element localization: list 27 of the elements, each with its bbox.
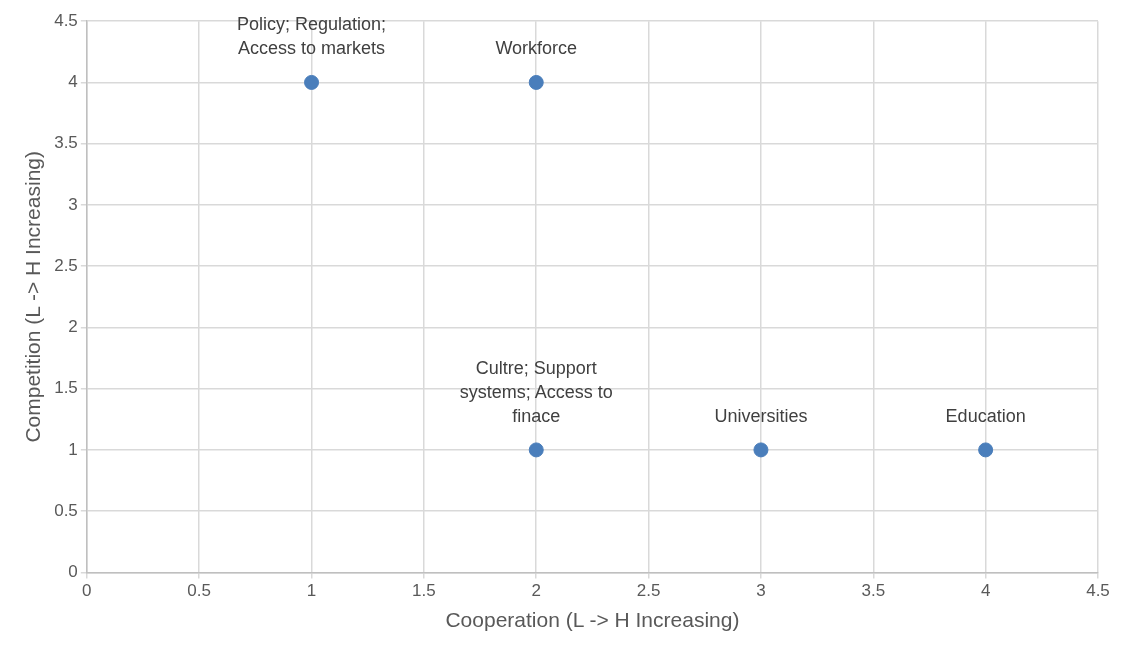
x-tick-label: 2.5: [636, 581, 661, 601]
annotation: Workforce: [495, 38, 578, 59]
x-tick-label: 0: [82, 581, 92, 601]
y-tick-label: 3.5: [54, 133, 78, 153]
annotation: Cultre; Support systems; Access to finace: [459, 357, 613, 426]
x-tick-label: 3: [756, 581, 766, 601]
y-tick-label: 4: [68, 72, 78, 92]
y-tick-label: 2: [68, 317, 78, 337]
x-tick-label: 1.5: [412, 581, 436, 601]
x-tick-label: 3.5: [861, 581, 886, 601]
y-tick-label: 2.5: [54, 255, 78, 275]
x-tick-label: 4.5: [1086, 581, 1110, 601]
y-tick-label: 4.5: [54, 10, 78, 30]
y-tick-label: 1: [68, 439, 78, 459]
y-axis-title: Competition (L -> H Increasing): [21, 151, 45, 443]
y-tick-label: 3: [68, 194, 78, 214]
x-tick-label: 4: [980, 581, 991, 601]
annotation: Policy; Regulation; Access to markets: [236, 14, 387, 59]
y-tick-label: 0.5: [54, 500, 78, 520]
annotation: Universities: [714, 405, 808, 426]
x-tick-label: 2: [531, 581, 541, 601]
y-tick-label: 0: [68, 562, 78, 582]
x-tick-label: 0.5: [187, 581, 211, 601]
x-axis-title: Cooperation (L -> H Increasing): [445, 608, 740, 632]
x-tick-label: 1: [306, 581, 317, 601]
annotation: Education: [945, 405, 1026, 426]
y-tick-label: 1.5: [54, 378, 78, 398]
